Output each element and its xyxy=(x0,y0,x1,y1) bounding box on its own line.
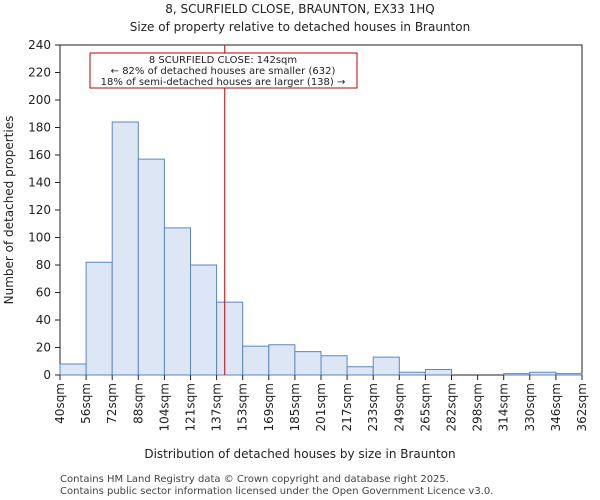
bar-169sqm xyxy=(268,344,296,376)
x-tick-label-282sqm: 282sqm xyxy=(445,383,459,431)
y-tick-label-100: 100 xyxy=(28,231,51,245)
y-tick-label-240: 240 xyxy=(28,38,51,52)
x-tick-label-233sqm: 233sqm xyxy=(366,383,380,431)
x-tick-label-249sqm: 249sqm xyxy=(392,383,406,431)
y-tick-label-160: 160 xyxy=(28,148,51,162)
x-tick-label-104sqm: 104sqm xyxy=(157,383,171,431)
x-tick-label-153sqm: 153sqm xyxy=(236,383,250,431)
x-tick-label-88sqm: 88sqm xyxy=(131,383,145,424)
annotation-line-3: 18% of semi-detached houses are larger (… xyxy=(101,77,346,88)
bar-249sqm xyxy=(398,371,426,376)
x-tick-label-169sqm: 169sqm xyxy=(262,383,276,431)
x-tick-label-346sqm: 346sqm xyxy=(549,383,563,431)
y-axis-label: Number of detached properties xyxy=(2,116,16,305)
bar-201sqm xyxy=(320,355,348,376)
bar-233sqm xyxy=(372,356,400,376)
x-tick-label-185sqm: 185sqm xyxy=(288,383,302,431)
x-tick-label-40sqm: 40sqm xyxy=(53,383,67,424)
annotation-line-1: 8 SCURFIELD CLOSE: 142sqm xyxy=(149,55,297,66)
y-tick-label-20: 20 xyxy=(36,341,51,355)
x-tick-label-72sqm: 72sqm xyxy=(105,383,119,424)
y-tick-label-200: 200 xyxy=(28,93,51,107)
bar-346sqm xyxy=(555,373,583,376)
x-tick-label-56sqm: 56sqm xyxy=(79,383,93,424)
x-tick-label-330sqm: 330sqm xyxy=(523,383,537,431)
y-tick-label-40: 40 xyxy=(36,313,51,327)
bar-104sqm xyxy=(163,227,191,376)
y-tick-label-0: 0 xyxy=(43,368,51,382)
footer-line-2: Contains public sector information licen… xyxy=(60,486,493,497)
x-tick-label-217sqm: 217sqm xyxy=(340,383,354,431)
y-tick-label-220: 220 xyxy=(28,66,51,80)
y-tick-label-140: 140 xyxy=(28,176,51,190)
bar-40sqm xyxy=(59,363,87,376)
x-tick-label-201sqm: 201sqm xyxy=(314,383,328,431)
chart-title-line-2: Size of property relative to detached ho… xyxy=(130,20,470,34)
bar-330sqm xyxy=(529,371,557,376)
bar-88sqm xyxy=(137,158,165,376)
bar-153sqm xyxy=(242,345,270,376)
bars-group xyxy=(59,121,583,376)
x-tick-label-298sqm: 298sqm xyxy=(471,383,485,431)
x-tick-label-314sqm: 314sqm xyxy=(497,383,511,431)
chart-title-line-1: 8, SCURFIELD CLOSE, BRAUNTON, EX33 1HQ xyxy=(165,2,434,16)
y-tick-label-180: 180 xyxy=(28,121,51,135)
x-tick-label-362sqm: 362sqm xyxy=(575,383,589,431)
y-axis-ticks: 0 20 40 60 80 100 120 140 160 180 200 220 240 xyxy=(28,38,60,382)
bar-56sqm xyxy=(85,261,113,376)
footer-line-1: Contains HM Land Registry data © Crown c… xyxy=(60,474,449,485)
x-axis-ticks: 40sqm 56sqm 72sqm 88sqm 104sqm 121sqm 137sqm 15… xyxy=(53,375,589,431)
bar-217sqm xyxy=(346,366,374,376)
annotation-line-2: ← 82% of detached houses are smaller (63… xyxy=(111,66,336,77)
x-tick-label-265sqm: 265sqm xyxy=(418,383,432,431)
bar-314sqm xyxy=(503,373,531,376)
bar-137sqm xyxy=(216,301,244,376)
bar-265sqm xyxy=(424,369,452,376)
x-tick-label-121sqm: 121sqm xyxy=(184,383,198,431)
y-tick-label-120: 120 xyxy=(28,203,51,217)
annotation-frame xyxy=(89,52,358,89)
x-tick-label-137sqm: 137sqm xyxy=(210,383,224,431)
y-tick-label-60: 60 xyxy=(36,286,51,300)
bar-72sqm xyxy=(111,121,139,376)
bar-185sqm xyxy=(294,351,322,376)
bar-121sqm xyxy=(190,264,218,376)
annotation-box: 8 SCURFIELD CLOSE: 142sqm ← 82% of detac… xyxy=(89,52,358,89)
x-axis-label: Distribution of detached houses by size … xyxy=(144,447,455,461)
y-tick-label-80: 80 xyxy=(36,258,51,272)
